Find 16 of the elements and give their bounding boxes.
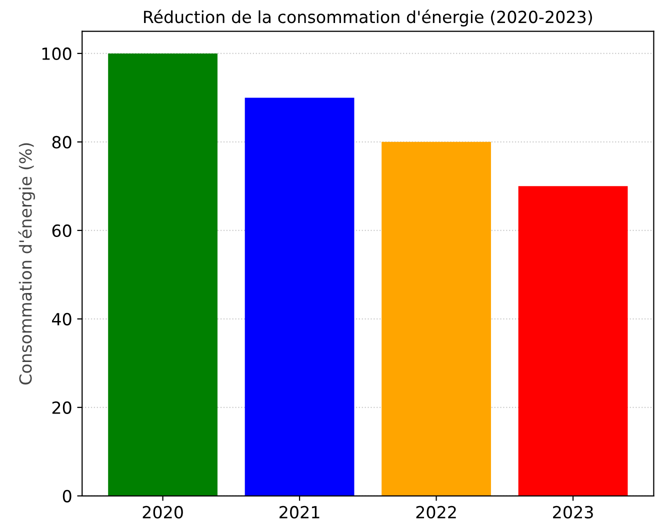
x-tick-label: 2022 — [416, 506, 456, 519]
bar — [518, 186, 628, 496]
x-tick-label: 2021 — [280, 506, 320, 519]
y-tick-label: 60 — [52, 224, 72, 237]
bar — [108, 53, 218, 496]
y-tick-label: 100 — [42, 47, 72, 60]
bar — [382, 142, 491, 496]
y-tick-label: 20 — [52, 401, 72, 414]
chart-title: Réduction de la consommation d'énergie (2020-2023) — [144, 10, 592, 26]
x-tick-label: 2023 — [553, 506, 593, 519]
y-tick-label: 40 — [52, 312, 72, 326]
x-tick-label: 2020 — [142, 506, 183, 519]
bar — [244, 98, 354, 496]
y-tick-label: 80 — [52, 136, 72, 149]
y-tick-label: 0 — [62, 490, 72, 502]
y-axis-title: Consommation d'énergie (%) — [18, 143, 36, 384]
